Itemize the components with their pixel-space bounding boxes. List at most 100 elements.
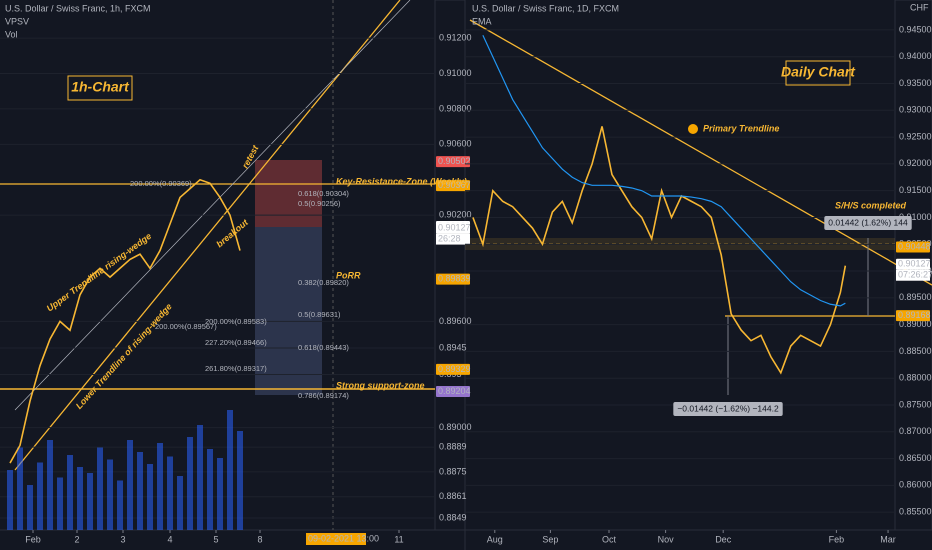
- y-tick-label: 0.87500: [899, 399, 932, 409]
- indicator-label: EMA: [472, 16, 492, 26]
- x-tick-label: 5: [213, 534, 218, 544]
- y-tick-label: 0.8945: [439, 342, 467, 352]
- x-tick-label: 11: [394, 534, 403, 544]
- fib-label: 0.5(0.89631): [298, 310, 341, 319]
- y-tick-label: 0.90800: [439, 103, 472, 113]
- y-tick-label: 0.89500: [899, 292, 932, 302]
- volume-bar: [217, 458, 223, 530]
- x-tick-label: Sep: [542, 534, 558, 544]
- y-tick-label: 0.93000: [899, 105, 932, 115]
- fib-label: 0.5(0.90256): [298, 199, 341, 208]
- y-tick-label: 0.94500: [899, 24, 932, 34]
- volume-bar: [77, 467, 83, 530]
- volume-bar: [157, 443, 163, 530]
- x-tick-label: Oct: [602, 534, 617, 544]
- fib-label: 200.00%(0.90369): [130, 179, 192, 188]
- annotation: Primary Trendline: [703, 123, 779, 133]
- volume-bar: [17, 447, 23, 530]
- fib-zone-top: [255, 160, 322, 227]
- annotation: S/H/S completed: [835, 200, 907, 210]
- y-tick-label: 0.8875: [439, 466, 467, 476]
- price-label: 0.90448: [898, 241, 931, 251]
- x-tick-label: 2: [74, 534, 79, 544]
- fib-label: 0.618(0.90304): [298, 189, 349, 198]
- volume-bar: [57, 477, 63, 530]
- volume-bar: [227, 410, 233, 530]
- title-box: [67, 75, 133, 101]
- price-label: 0.89839: [438, 273, 471, 283]
- title-box: [785, 60, 851, 86]
- y-tick-label: 0.85500: [899, 507, 932, 517]
- y-tick-label: 0.89600: [439, 316, 472, 326]
- chart-label: Daily Chart: [781, 64, 856, 80]
- annotation: PoRR: [336, 270, 361, 280]
- fib-label: 200.00%(0.89567): [155, 322, 217, 331]
- y-tick-label: 0.88000: [899, 373, 932, 383]
- price-label-bg: [436, 180, 470, 192]
- lower-trendline: [14, 0, 401, 471]
- y-tick-label: 0.92000: [899, 158, 932, 168]
- price-label-bg: [896, 241, 930, 253]
- measure-box: [673, 402, 783, 416]
- volume-bar: [97, 447, 103, 530]
- date-label: 09-02-2021 13:00: [308, 533, 379, 543]
- y-tick-label: 0.87000: [899, 426, 932, 436]
- y-tick-label: 0.92500: [899, 131, 932, 141]
- x-tick-label: Aug: [487, 534, 503, 544]
- volume-bar: [167, 456, 173, 530]
- fib-zone-bottom: [255, 227, 322, 395]
- price-label: 0.90127: [438, 222, 471, 232]
- countdown: 07:26:27: [898, 270, 932, 280]
- volume-bar: [67, 455, 73, 530]
- y-tick-label: 0.89000: [439, 422, 472, 432]
- measure-label: −0.01442 (−1.62%) −144.2: [677, 403, 779, 413]
- price-label-bg: [436, 156, 470, 168]
- fib-label: 261.80%(0.89317): [205, 364, 267, 373]
- y-tick-label: 0.8889: [439, 442, 467, 452]
- y-tick-label: 0.93500: [899, 78, 932, 88]
- volume-bar: [107, 459, 113, 530]
- measure-label: 0.01442 (1.62%) 144: [828, 217, 908, 227]
- trendline-point: [688, 124, 698, 134]
- y-tick-label: 0.8849: [439, 512, 467, 522]
- price-label-bg: [896, 258, 930, 270]
- price-line: [9, 178, 241, 464]
- volume-bar: [37, 462, 43, 530]
- y-tick-label: 0.91000: [899, 212, 932, 222]
- y-tick-label: 0.86500: [899, 453, 932, 463]
- y-tick-label: 0.89000: [899, 319, 932, 329]
- y-tick-label: 0.90200: [439, 210, 472, 220]
- volume-bar: [117, 480, 123, 530]
- indicator-label: VPSV: [5, 16, 29, 26]
- y-tick-label: 0.88500: [899, 346, 932, 356]
- price-label: 0.89329: [438, 364, 471, 374]
- price-line: [482, 35, 846, 307]
- price-line: [472, 126, 847, 375]
- volume-bar: [127, 440, 133, 530]
- fib-label: 227.20%(0.89466): [205, 338, 267, 347]
- y-tick-label: 0.86000: [899, 480, 932, 490]
- primary-trendline: [469, 19, 932, 286]
- countdown-bg: [436, 233, 470, 245]
- y-tick-label: 0.91200: [439, 32, 472, 42]
- x-tick-label: 8: [257, 534, 262, 544]
- date-label-bg: [306, 533, 366, 545]
- upper-trendline: [14, 0, 411, 411]
- annotation: Strong support-zone: [336, 380, 425, 390]
- x-tick-label: Nov: [658, 534, 675, 544]
- volume-bar: [27, 485, 33, 530]
- price-label: 0.89168: [898, 310, 931, 320]
- chart-title: U.S. Dollar / Swiss Franc, 1h, FXCM: [5, 3, 151, 13]
- y-tick-label: 0.91500: [899, 185, 932, 195]
- volume-bar: [87, 473, 93, 530]
- measure-box: [824, 216, 912, 230]
- price-label-bg: [436, 363, 470, 375]
- countdown: 26:28: [438, 233, 461, 243]
- chart-label: 1h-Chart: [71, 79, 130, 95]
- price-label: 0.90127: [898, 259, 931, 269]
- price-label: 0.90502: [438, 156, 471, 166]
- volume-bar: [187, 437, 193, 530]
- x-tick-label: Feb: [25, 534, 41, 544]
- price-label-bg: [436, 386, 470, 398]
